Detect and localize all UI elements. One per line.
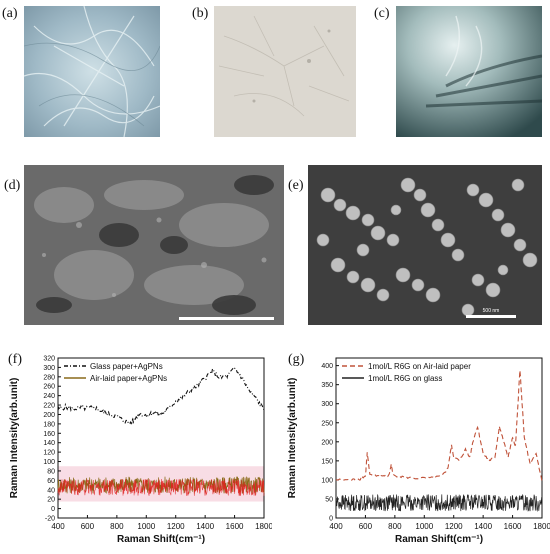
micrograph-c <box>396 6 542 137</box>
scale-bar-label: 500 nm <box>483 308 500 314</box>
y-axis-label: Raman Intensity(arb.unit) <box>287 378 298 499</box>
legend-label-1: Air-laid paper+AgPNs <box>90 374 167 383</box>
y-tick-label: 0 <box>329 516 333 523</box>
y-tick-label: 140 <box>43 440 55 447</box>
y-tick-label: 260 <box>43 384 55 391</box>
micrograph-b <box>214 6 356 137</box>
x-axis-label: Raman Shift(cm⁻¹) <box>395 534 483 545</box>
series-line-1 <box>335 494 543 513</box>
y-tick-label: 160 <box>43 431 55 438</box>
raman-chart-g: 400 600 800 1000 1200 1400 1600 1800 0 50 100 150 20… <box>278 352 550 549</box>
y-tick-label: 100 <box>43 459 55 466</box>
y-tick-label: 250 <box>321 420 333 427</box>
sem-micrograph-d <box>24 165 284 325</box>
x-tick-label: 1000 <box>137 522 155 531</box>
x-tick-label: 1200 <box>445 522 463 531</box>
x-tick-label: 1400 <box>196 522 214 531</box>
y-tick-label: 180 <box>43 421 55 428</box>
sem-micrograph-e: 500 nm <box>308 165 542 325</box>
y-tick-label: 300 <box>43 365 55 372</box>
x-tick-label: 800 <box>110 522 124 531</box>
raman-chart-g-svg: 400 600 800 1000 1200 1400 1600 1800 0 50 100 150 20… <box>287 357 550 545</box>
y-tick-label: 50 <box>325 496 333 503</box>
panel-label-a: (a) <box>2 6 18 21</box>
y-tick-label: 120 <box>43 450 55 457</box>
x-tick-label: 1600 <box>504 522 522 531</box>
series-line-0 <box>335 370 543 482</box>
plot-frame <box>335 357 543 519</box>
y-tick-label: 100 <box>321 477 333 484</box>
scale-bar-e <box>466 315 516 318</box>
y-tick-label: 60 <box>47 478 55 485</box>
x-tick-label: 1800 <box>533 522 550 531</box>
raman-chart-f: 400 600 800 1000 1200 1400 1600 1800 -20 0 20 40 60 8… <box>0 352 273 549</box>
y-tick-label: 300 <box>321 401 333 408</box>
raman-chart-f-svg: 400 600 800 1000 1200 1400 1600 1800 -20 0 20 40 60 8… <box>9 356 273 546</box>
y-tick-label: 400 <box>321 363 333 370</box>
panel-label-e: (e) <box>288 178 304 193</box>
y-tick-label: 240 <box>43 393 55 400</box>
legend-label-1: 1mol/L R6G on glass <box>368 374 442 383</box>
panel-label-b: (b) <box>192 6 209 21</box>
x-tick-label: 1000 <box>415 522 433 531</box>
panel-label-c: (c) <box>374 6 390 21</box>
x-tick-label: 1600 <box>226 522 244 531</box>
y-tick-label: 220 <box>43 403 55 410</box>
y-tick-label: 150 <box>321 458 333 465</box>
y-tick-label: 80 <box>47 468 55 475</box>
legend-label-0: Glass paper+AgPNs <box>90 362 163 371</box>
micrograph-a <box>24 6 160 137</box>
y-tick-label: 200 <box>43 412 55 419</box>
y-tick-label: 20 <box>47 497 55 504</box>
y-tick-label: 320 <box>43 356 55 363</box>
x-tick-label: 1200 <box>167 522 185 531</box>
y-tick-label: 280 <box>43 374 55 381</box>
scale-bar <box>179 317 274 320</box>
y-tick-label: 40 <box>47 487 55 494</box>
x-tick-label: 600 <box>81 522 95 531</box>
panel-label-d: (d) <box>4 178 21 193</box>
x-tick-label: 400 <box>329 522 343 531</box>
x-tick-label: 800 <box>388 522 402 531</box>
series-overlay-trace <box>57 478 265 496</box>
panel-label-f: (f) <box>8 352 22 367</box>
y-tick-label: -20 <box>45 516 55 523</box>
x-axis-label: Raman Shift(cm⁻¹) <box>117 534 205 545</box>
x-tick-label: 1800 <box>255 522 272 531</box>
x-tick-label: 1400 <box>474 522 492 531</box>
x-tick-label: 400 <box>51 522 65 531</box>
legend-label-0: 1mol/L R6G on Air-laid paper <box>368 362 471 371</box>
y-axis-label: Raman Intensity(arb.unit) <box>9 378 20 499</box>
plot-frame <box>57 357 265 519</box>
panel-label-g: (g) <box>288 352 305 367</box>
y-tick-label: 0 <box>51 506 55 513</box>
y-tick-label: 350 <box>321 382 333 389</box>
y-tick-label: 200 <box>321 439 333 446</box>
x-tick-label: 600 <box>359 522 373 531</box>
